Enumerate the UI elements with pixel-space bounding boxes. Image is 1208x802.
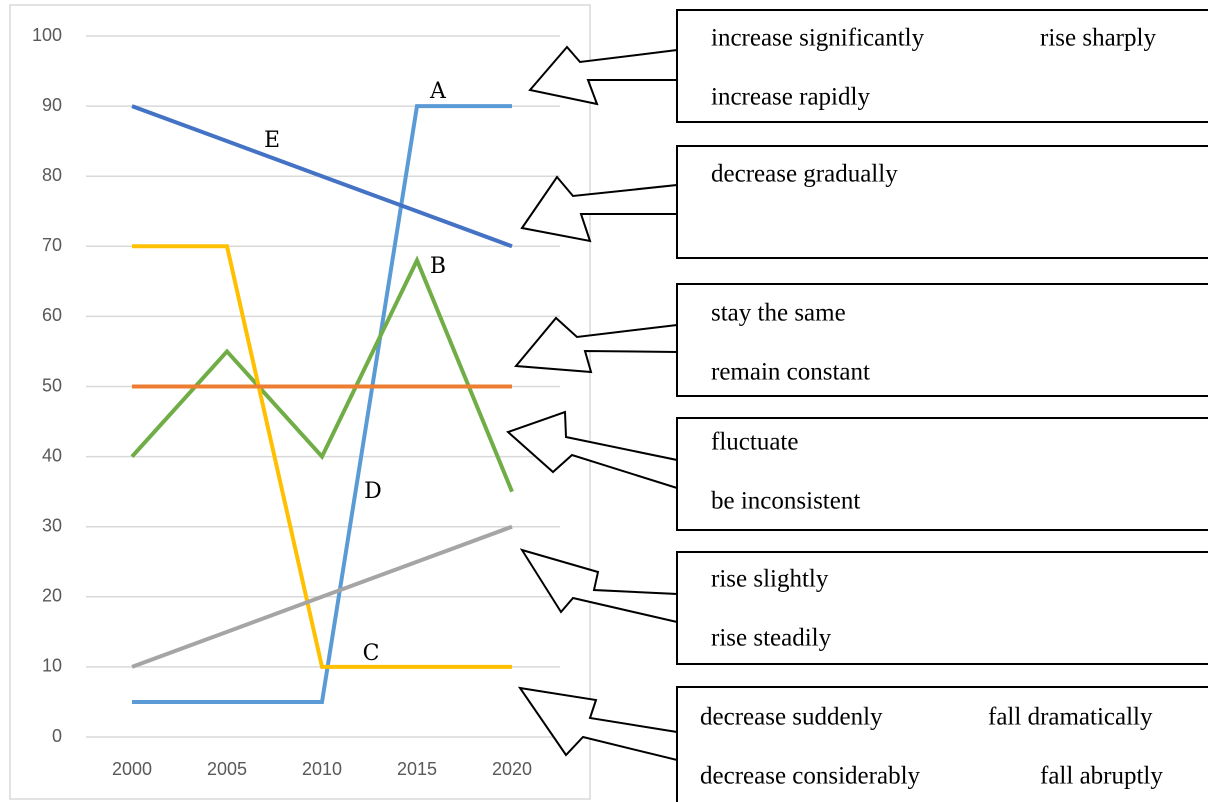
- y-tick-label: 50: [42, 375, 62, 395]
- phrase: increase significantly: [711, 25, 925, 52]
- annotation: C: [363, 641, 380, 666]
- labels: 0 10 20 30 40 50 60 70 80 90 100 2000 2005 2010 2015 20…: [32, 25, 532, 779]
- annotation: B: [430, 254, 446, 279]
- phrase: increase rapidly: [711, 84, 870, 111]
- box: [676, 417, 1208, 531]
- annotation: E: [264, 128, 280, 153]
- box: [676, 9, 1208, 123]
- series-line: [131, 104, 513, 249]
- y-tick-label: 90: [42, 95, 62, 115]
- series-line: [131, 524, 513, 669]
- annotation: D: [364, 479, 382, 504]
- arrows: [506, 45, 678, 762]
- x-tick-label: 2010: [302, 759, 342, 779]
- phrase: remain constant: [711, 359, 870, 386]
- y-tick-label: 80: [42, 165, 62, 185]
- phrase: decrease considerably: [700, 763, 921, 790]
- y-tick-label: 100: [32, 25, 62, 45]
- phrase: fluctuate: [711, 429, 798, 456]
- x-tick-label: 2000: [112, 759, 152, 779]
- phrase: fall dramatically: [988, 704, 1153, 731]
- phrase: be inconsistent: [711, 488, 860, 515]
- phrase: fall abruptly: [1040, 763, 1163, 790]
- lines: [130, 104, 514, 704]
- y-tick-label: 60: [42, 305, 62, 325]
- box: [676, 686, 1208, 802]
- series-line: [132, 244, 512, 669]
- y-tick-label: 20: [42, 586, 62, 606]
- series-line: [132, 104, 512, 704]
- phrase: rise steadily: [711, 625, 832, 652]
- y-tick-label: 40: [42, 445, 62, 465]
- phrases: increase significantly rise sharply increa…: [700, 25, 1163, 790]
- boxes: [676, 9, 1208, 802]
- box: [676, 551, 1208, 665]
- y-tick-label: 0: [52, 726, 62, 746]
- y-tick-label: 70: [42, 235, 62, 255]
- phrase: rise slightly: [711, 566, 829, 593]
- y-tick-label: 30: [42, 515, 62, 535]
- chart-border: [9, 4, 591, 800]
- x-tick-label: 2015: [397, 759, 437, 779]
- phrase: stay the same: [711, 300, 846, 327]
- phrase: rise sharply: [1040, 25, 1156, 52]
- phrase: decrease gradually: [711, 161, 898, 188]
- box: [676, 283, 1208, 397]
- x-tick-label: 2005: [207, 759, 247, 779]
- y-tick-label: 10: [42, 656, 62, 676]
- x-tick-label: 2020: [492, 759, 532, 779]
- phrase: decrease suddenly: [700, 704, 883, 731]
- annotation: A: [429, 79, 447, 104]
- box: [676, 145, 1208, 259]
